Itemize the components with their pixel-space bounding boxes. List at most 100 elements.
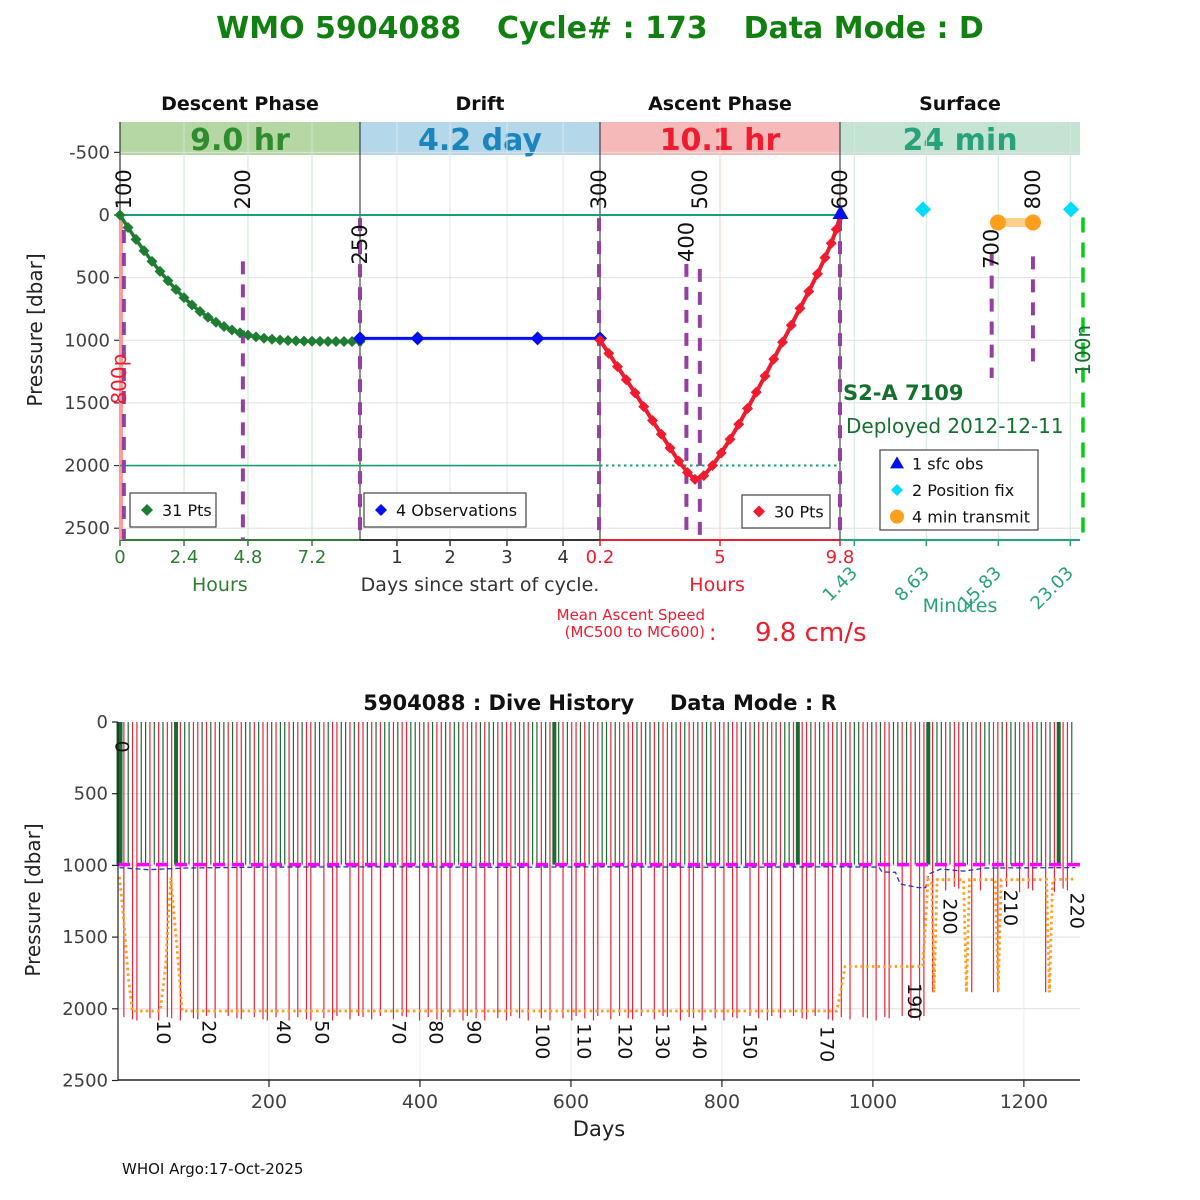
park-pressure-line	[119, 866, 1076, 889]
descent-point-marker	[314, 335, 326, 347]
descent-point-marker	[266, 333, 278, 345]
mc-label: 200	[231, 169, 255, 209]
y-tick-label: 500	[76, 268, 110, 289]
cycle-number-label: 100	[531, 1023, 553, 1059]
phase-band	[840, 122, 1080, 155]
mc-label: 600	[828, 169, 852, 209]
ascent-point-marker	[664, 442, 676, 454]
ascent-point-marker	[819, 252, 831, 264]
y-axis-label: Pressure [dbar]	[21, 823, 45, 976]
ascent-point-marker	[682, 466, 693, 478]
legend-box	[879, 449, 1039, 531]
y-tick-label: 2500	[64, 518, 110, 539]
ascent-point-marker	[707, 460, 718, 472]
x-tick-label: 5	[714, 547, 725, 568]
mc-label: 500	[688, 169, 712, 209]
rotated-note: 100n	[1071, 325, 1095, 376]
descent-point-marker	[210, 316, 222, 328]
y-tick-label: 1000	[62, 855, 108, 876]
descent-point-marker	[178, 292, 190, 304]
transmit-marker	[1025, 214, 1041, 231]
y-tick-label: 2000	[62, 999, 108, 1020]
x-axis-label: Days	[573, 1117, 625, 1141]
descent-point-marker	[322, 336, 334, 348]
ascent-point-marker	[825, 237, 837, 249]
ascent-point-marker	[594, 334, 606, 346]
ascent-point-marker	[830, 223, 842, 235]
ascent-point-marker	[768, 353, 780, 365]
ascent-point-marker	[603, 347, 615, 359]
ascent-point-marker	[673, 455, 685, 467]
ascent-point-marker	[803, 285, 815, 297]
descent-point-marker	[154, 265, 166, 277]
legend-marker	[753, 505, 765, 518]
x-tick-label: 23.03	[1027, 563, 1078, 614]
descent-point-marker	[162, 275, 174, 287]
legend-marker	[890, 509, 904, 524]
phase-title: Surface	[919, 93, 1001, 115]
transmit-marker	[990, 214, 1006, 231]
ascent-point-marker	[715, 447, 727, 459]
legend-marker	[375, 504, 387, 516]
legend-label: 1 sfc obs	[912, 454, 983, 473]
cycle-number-label: 110	[573, 1023, 595, 1059]
mean-ascent-colon: :	[709, 621, 716, 646]
cycle-number-label: 70	[388, 1020, 410, 1044]
x-tick-label: 2.4	[170, 547, 199, 568]
cycle-number-label: 190	[903, 983, 925, 1019]
descent-series-line	[118, 214, 360, 344]
descent-point-marker	[114, 209, 126, 221]
ascent-point-marker	[698, 470, 710, 482]
legend-marker	[141, 504, 153, 516]
top-chart-title: WMO 5904088 Cycle# : 173 Data Mode : D	[216, 11, 984, 46]
x-tick-label: 1	[391, 547, 402, 568]
descent-point-marker	[146, 255, 158, 267]
position-fix-marker	[915, 201, 931, 218]
position-fix-marker	[1063, 201, 1079, 218]
x-tick-label: 4	[557, 547, 568, 568]
x-tick-label: 9.8	[826, 547, 855, 568]
legend-label: 4 min transmit	[912, 508, 1030, 527]
ascent-point-marker	[794, 302, 806, 314]
ascent-point-marker	[612, 361, 623, 373]
mc-label: 800	[1021, 169, 1045, 209]
legend-marker	[890, 456, 904, 469]
x-tick-label: 1000	[849, 1091, 897, 1113]
bottom-chart-title: 5904088 : Dive History Data Mode : R	[363, 691, 837, 715]
descent-point-marker	[282, 335, 294, 347]
descent-point-marker	[242, 329, 254, 341]
mean-ascent-value: 9.8 cm/s	[755, 618, 867, 648]
footer-credit: WHOI Argo:17-Oct-2025	[122, 1160, 303, 1178]
cycle-number-label: 140	[688, 1023, 710, 1059]
mean-ascent-sublabel: (MC500 to MC600)	[565, 623, 705, 641]
mc-label: 100	[112, 169, 136, 209]
x-tick-label: 600	[553, 1091, 589, 1113]
descent-point-marker	[250, 331, 262, 343]
legend-label: 2 Position fix	[912, 481, 1014, 500]
annotation-text: S2-A 7109	[843, 381, 963, 405]
descent-point-marker	[130, 233, 142, 245]
legend-box	[363, 492, 527, 528]
cycle-number-label: 90	[462, 1020, 484, 1044]
x-tick-label: 1.43	[819, 563, 862, 606]
x-axis-unit-label: Minutes	[923, 595, 998, 617]
cycle-number-label: 40	[272, 1020, 294, 1044]
ascent-point-marker	[733, 418, 745, 430]
y-tick-label: 0	[99, 205, 110, 226]
phase-band	[360, 122, 600, 155]
x-tick-label: 800	[704, 1091, 740, 1113]
x-tick-label: 200	[251, 1091, 287, 1113]
cycle-number-label: 50	[311, 1020, 333, 1044]
y-tick-label: 1000	[64, 330, 110, 351]
cycle-number-label: 150	[739, 1023, 761, 1059]
cycle-number-label: 10	[152, 1020, 174, 1044]
descent-point-marker	[338, 336, 350, 348]
cycle-number-label: 170	[816, 1026, 838, 1062]
descent-point-marker	[290, 335, 302, 347]
cycle-number-label: 120	[613, 1023, 635, 1059]
y-tick-label: 2500	[62, 1071, 108, 1092]
ascent-point-marker	[724, 433, 736, 445]
phase-title: Ascent Phase	[648, 93, 792, 115]
y-tick-label: 500	[74, 784, 108, 805]
